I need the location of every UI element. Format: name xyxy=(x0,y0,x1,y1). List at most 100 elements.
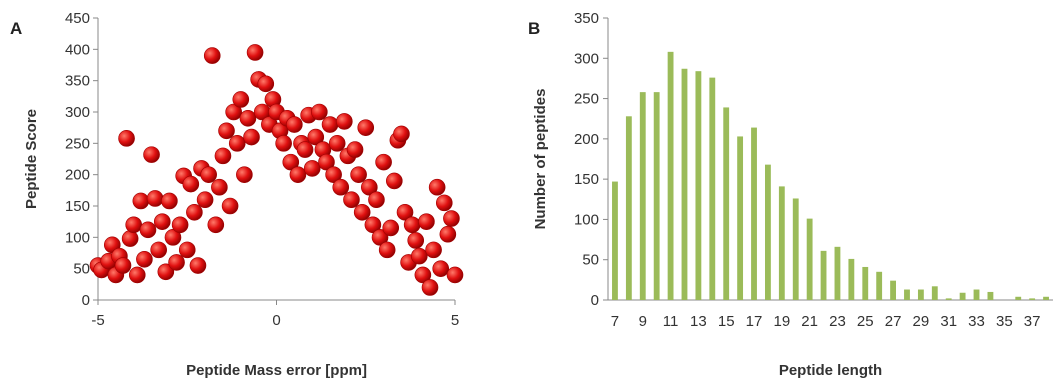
x-tick-label-b: 7 xyxy=(611,313,619,330)
scatter-point xyxy=(182,175,200,193)
scatter-point xyxy=(221,197,239,215)
bar-length-32 xyxy=(959,292,966,300)
bar-length-7 xyxy=(612,181,618,300)
scatter-point xyxy=(157,263,175,281)
x-axis-title-a: Peptide Mass error [ppm] xyxy=(186,362,367,379)
bars-b xyxy=(612,51,1049,301)
y-axis-title-a: Peptide Score xyxy=(23,109,40,209)
x-tick-label-b: 35 xyxy=(996,313,1013,330)
scatter-point xyxy=(171,216,189,234)
bar-length-29 xyxy=(917,289,924,300)
bar-length-13 xyxy=(695,71,702,300)
bar-length-9 xyxy=(639,92,646,300)
bar-length-31 xyxy=(945,298,952,300)
x-tick-label-a: 5 xyxy=(451,312,459,329)
bar-length-20 xyxy=(792,198,799,300)
bar-length-15 xyxy=(723,107,730,300)
scatter-point xyxy=(386,172,403,190)
y-tick-label-a: 200 xyxy=(65,167,90,184)
bar-length-17 xyxy=(751,127,757,300)
y-tick-label-b: 350 xyxy=(574,10,599,27)
scatter-point xyxy=(321,116,339,133)
y-tick-label-b: 0 xyxy=(591,292,599,309)
scatter-point xyxy=(228,135,246,152)
y-tick-label-b: 100 xyxy=(574,211,599,228)
scatter-point xyxy=(325,166,342,183)
scatter-point xyxy=(425,241,442,259)
panel-label-a: A xyxy=(10,19,22,38)
scatter-point xyxy=(407,232,425,249)
bar-length-12 xyxy=(681,68,688,300)
y-tick-label-b: 50 xyxy=(582,252,599,269)
bar-length-18 xyxy=(765,164,771,300)
panel-label-b: B xyxy=(528,19,540,38)
scatter-point xyxy=(435,194,453,212)
scatter-point xyxy=(357,119,375,136)
scatter-point xyxy=(403,216,421,234)
scatter-point xyxy=(136,250,153,268)
scatter-point xyxy=(439,225,457,243)
scatter-point xyxy=(128,266,146,284)
scatter-point xyxy=(396,203,414,221)
bar-length-10 xyxy=(653,92,660,300)
bar-length-19 xyxy=(778,186,785,300)
scatter-point xyxy=(257,75,275,93)
scatter-point xyxy=(164,229,182,246)
bar-length-34 xyxy=(987,291,994,300)
scatter-panel-a: A Peptide Score Peptide Mass error [ppm]… xyxy=(10,10,464,379)
scatter-point xyxy=(371,229,389,246)
scatter-point xyxy=(443,210,460,227)
bar-length-36 xyxy=(1015,296,1022,300)
scatter-point xyxy=(296,141,314,158)
scatter-point xyxy=(350,166,367,183)
scatter-point xyxy=(114,257,132,274)
x-tick-label-b: 23 xyxy=(829,313,846,330)
y-tick-label-a: 50 xyxy=(73,261,90,278)
scatter-point xyxy=(196,191,214,209)
scatter-point xyxy=(207,216,225,234)
scatter-point xyxy=(203,47,221,64)
scatter-point xyxy=(346,141,364,158)
scatter-point xyxy=(418,213,435,230)
scatter-point xyxy=(211,178,228,196)
y-axis-title-b: Number of peptides xyxy=(532,89,549,230)
y-tick-label-a: 350 xyxy=(65,73,90,90)
x-tick-label-b: 27 xyxy=(885,313,902,330)
x-tick-label-b: 21 xyxy=(801,313,818,330)
scatter-point xyxy=(282,153,300,171)
scatter-point xyxy=(361,178,378,196)
bar-length-16 xyxy=(737,136,744,300)
scatter-point xyxy=(410,247,428,265)
scatter-point xyxy=(178,241,196,259)
scatter-point xyxy=(132,192,150,210)
bar-panel-b: B Number of peptides Peptide length 0 50 1… xyxy=(528,10,1053,379)
y-tick-label-a: 0 xyxy=(82,292,90,309)
x-tick-label-b: 19 xyxy=(773,313,790,330)
y-tick-label-b: 150 xyxy=(574,171,599,188)
scatter-point xyxy=(364,216,382,234)
x-tick-label-b: 29 xyxy=(913,313,930,330)
bar-length-23 xyxy=(834,246,841,300)
scatter-point xyxy=(225,103,242,121)
scatter-point xyxy=(243,128,260,146)
scatter-point xyxy=(200,166,217,183)
scatter-point xyxy=(246,44,264,61)
scatter-point xyxy=(332,178,350,196)
scatter-point xyxy=(428,178,446,196)
scatter-point xyxy=(311,103,328,121)
scatter-point xyxy=(189,257,207,274)
scatter-point xyxy=(289,166,307,183)
y-tick-label-a: 450 xyxy=(65,10,90,27)
scatter-point xyxy=(446,266,464,284)
bar-length-8 xyxy=(625,116,632,300)
bar-length-33 xyxy=(973,289,980,300)
axes-b: 0 50 100 150 200 250 300 350 7 9 11 13 15 17 19 21 23 25 2… xyxy=(574,10,1053,330)
scatter-point xyxy=(375,153,392,171)
y-tick-label-a: 100 xyxy=(65,229,90,246)
x-tick-label-b: 17 xyxy=(746,313,763,330)
scatter-point xyxy=(214,147,232,165)
scatter-point xyxy=(328,135,346,152)
scatter-point xyxy=(146,190,164,207)
